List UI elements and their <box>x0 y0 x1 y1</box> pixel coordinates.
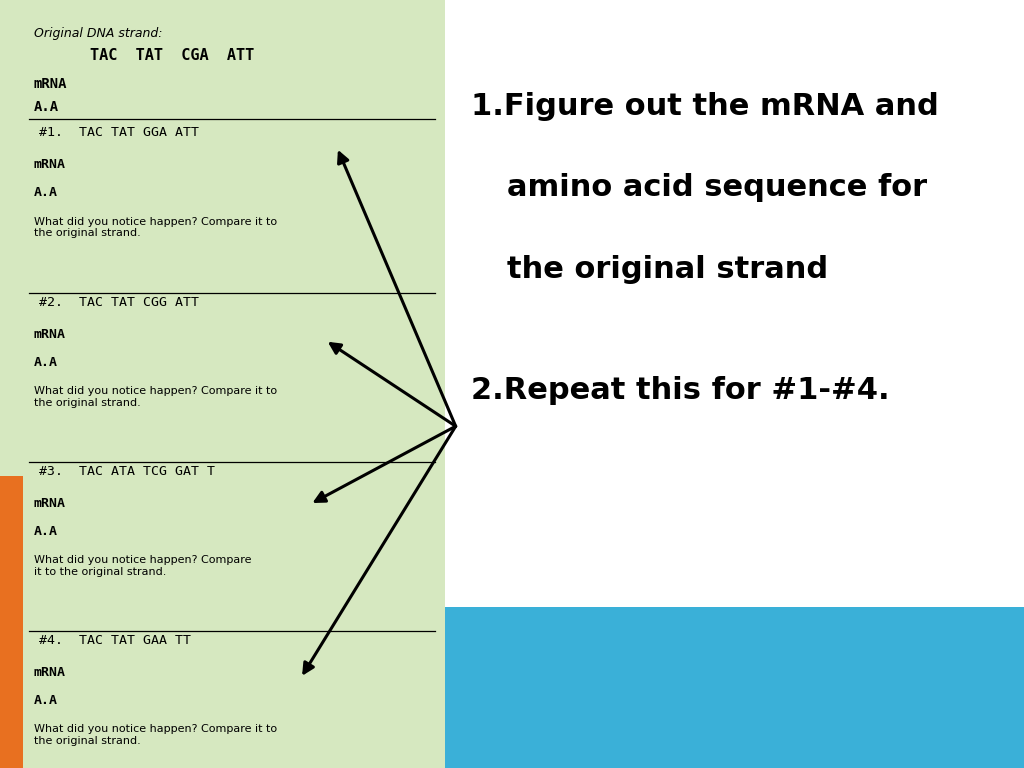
Text: 1.Figure out the mRNA and: 1.Figure out the mRNA and <box>471 92 939 121</box>
Text: mRNA: mRNA <box>34 497 66 510</box>
Text: #2.  TAC TAT CGG ATT: #2. TAC TAT CGG ATT <box>39 296 199 309</box>
Text: #3.  TAC ATA TCG GAT T: #3. TAC ATA TCG GAT T <box>39 465 215 478</box>
Text: amino acid sequence for: amino acid sequence for <box>507 173 927 202</box>
Text: A.A: A.A <box>34 356 57 369</box>
Text: What did you notice happen? Compare
it to the original strand.: What did you notice happen? Compare it t… <box>34 555 251 577</box>
Text: Original DNA strand:: Original DNA strand: <box>34 27 162 40</box>
Text: #4.  TAC TAT GAA TT: #4. TAC TAT GAA TT <box>39 634 190 647</box>
Text: mRNA: mRNA <box>34 328 66 341</box>
Text: 2.Repeat this for #1-#4.: 2.Repeat this for #1-#4. <box>471 376 890 406</box>
Text: mRNA: mRNA <box>34 158 66 171</box>
Text: mRNA: mRNA <box>34 77 68 91</box>
Text: A.A: A.A <box>34 100 59 114</box>
Text: A.A: A.A <box>34 694 57 707</box>
Text: What did you notice happen? Compare it to
the original strand.: What did you notice happen? Compare it t… <box>34 386 276 408</box>
Text: TAC  TAT  CGA  ATT: TAC TAT CGA ATT <box>90 48 254 63</box>
Text: #1.  TAC TAT GGA ATT: #1. TAC TAT GGA ATT <box>39 126 199 139</box>
Bar <box>445 607 1024 768</box>
Bar <box>0 476 23 768</box>
Bar <box>0 0 445 768</box>
Text: A.A: A.A <box>34 525 57 538</box>
Text: A.A: A.A <box>34 186 57 199</box>
Text: What did you notice happen? Compare it to
the original strand.: What did you notice happen? Compare it t… <box>34 217 276 238</box>
Text: What did you notice happen? Compare it to
the original strand.: What did you notice happen? Compare it t… <box>34 724 276 746</box>
Text: the original strand: the original strand <box>507 255 828 284</box>
Text: mRNA: mRNA <box>34 666 66 679</box>
